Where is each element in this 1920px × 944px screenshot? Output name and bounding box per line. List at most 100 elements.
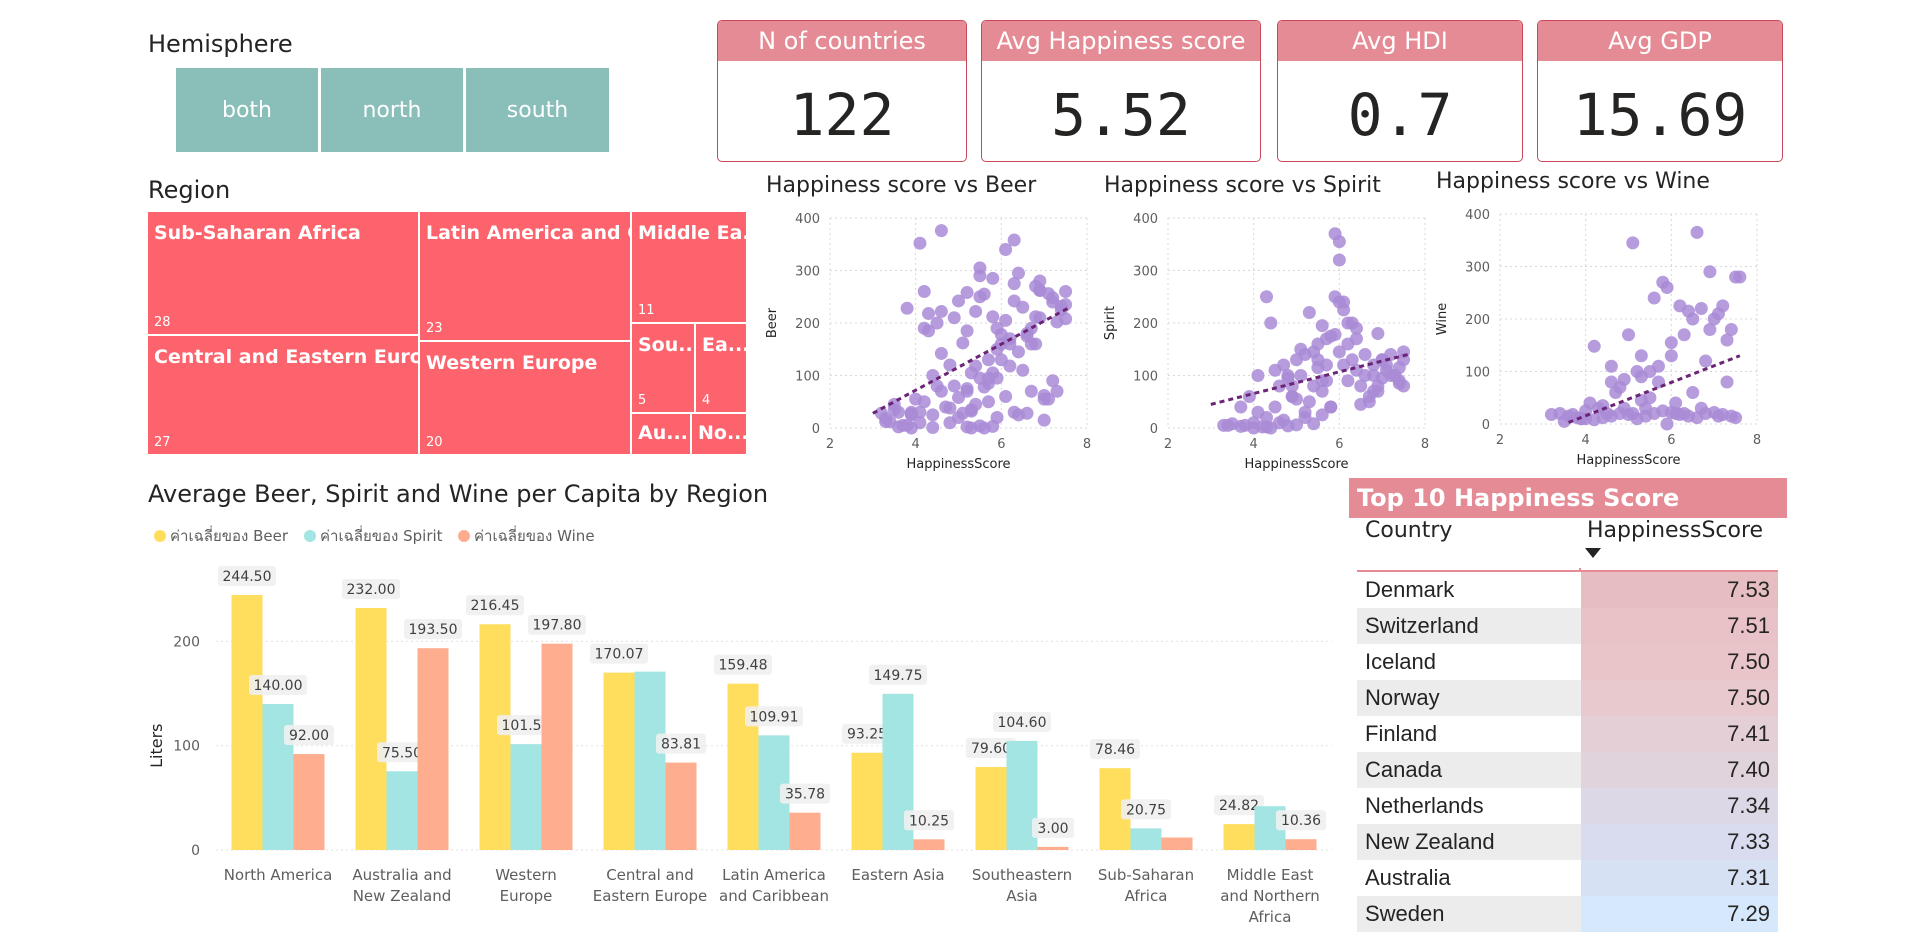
data-point xyxy=(1664,336,1678,350)
data-point xyxy=(947,379,961,393)
data-point xyxy=(1024,384,1038,398)
hemisphere-option-both[interactable]: both xyxy=(176,68,318,152)
data-point xyxy=(1290,418,1303,432)
bar xyxy=(665,762,697,850)
kpi-label: N of countries xyxy=(718,21,966,61)
bar xyxy=(417,648,449,850)
treemap-tile-sub-saharan-africa[interactable]: Sub-Saharan Africa 28 xyxy=(148,212,420,336)
table-row[interactable]: Switzerland 7.51 xyxy=(1357,608,1778,644)
data-label: 109.91 xyxy=(750,709,799,725)
tile-count: 27 xyxy=(154,435,171,450)
data-label: 104.60 xyxy=(998,715,1047,731)
data-point xyxy=(1024,337,1038,351)
data-label-bg xyxy=(745,706,803,727)
data-point xyxy=(917,321,931,335)
x-tick-label: 2 xyxy=(826,437,834,452)
data-point xyxy=(1660,281,1674,294)
table-row[interactable]: Canada 7.40 xyxy=(1357,752,1778,788)
data-label-bg xyxy=(284,725,334,746)
treemap-tile-southeastern-asia[interactable]: Sou... 5 xyxy=(632,324,696,414)
treemap-tile-central-eastern-europe[interactable]: Central and Eastern Europe 27 xyxy=(148,336,420,456)
col-header-country[interactable]: Country xyxy=(1365,518,1453,543)
data-point xyxy=(1720,375,1734,389)
chart-title: Happiness score vs Wine xyxy=(1436,169,1710,194)
data-point xyxy=(1686,386,1700,399)
data-point xyxy=(1260,290,1274,304)
data-label: 92.00 xyxy=(289,728,329,744)
cell-country: New Zealand xyxy=(1365,829,1495,854)
bar xyxy=(1130,828,1162,850)
y-tick-label: 400 xyxy=(795,212,820,227)
data-point xyxy=(887,403,901,417)
legend-label: ค่าเฉลี่ยของ Beer xyxy=(170,525,289,545)
bar xyxy=(1037,846,1069,850)
bar xyxy=(789,812,821,850)
kpi-label: Avg Happiness score xyxy=(982,21,1260,61)
data-point xyxy=(1392,361,1406,375)
table-row[interactable]: Sweden 7.29 xyxy=(1357,896,1778,932)
kpi-card-countries: N of countries 122 xyxy=(717,20,967,162)
kpi-label: Avg HDI xyxy=(1278,21,1522,61)
data-point xyxy=(1238,418,1252,432)
table-row[interactable]: New Zealand 7.33 xyxy=(1357,824,1778,860)
data-point xyxy=(1298,405,1312,419)
table-row[interactable]: Netherlands 7.34 xyxy=(1357,788,1778,824)
bar xyxy=(975,766,1007,850)
table-row[interactable]: Norway 7.50 xyxy=(1357,680,1778,716)
legend-label: ค่าเฉลี่ยของ Spirit xyxy=(320,525,443,545)
trend-line xyxy=(1210,353,1409,406)
table-row[interactable]: Finland 7.41 xyxy=(1357,716,1778,752)
region-title: Region xyxy=(148,176,231,204)
data-label: 149.75 xyxy=(874,668,923,684)
data-point xyxy=(1604,359,1618,373)
chart-title: Happiness score vs Beer xyxy=(766,173,1037,198)
data-point xyxy=(1046,295,1060,309)
trend-line xyxy=(872,305,1071,415)
data-point xyxy=(1354,379,1368,393)
data-point xyxy=(1268,400,1282,414)
legend-marker xyxy=(154,530,166,542)
data-label-bg xyxy=(842,723,892,744)
data-point xyxy=(1242,390,1256,403)
data-label: 35.78 xyxy=(785,787,825,803)
cell-country: Finland xyxy=(1365,721,1438,746)
table-row[interactable]: Iceland 7.50 xyxy=(1357,644,1778,680)
col-header-score[interactable]: HappinessScore xyxy=(1587,518,1764,543)
treemap-tile-north-america[interactable]: No... xyxy=(692,414,748,456)
table-row[interactable]: Australia 7.31 xyxy=(1357,860,1778,896)
x-category-label: North America xyxy=(224,866,333,884)
table-row[interactable]: Denmark 7.53 xyxy=(1357,572,1778,608)
cell-score: 7.41 xyxy=(1581,716,1778,752)
hemisphere-option-south[interactable]: south xyxy=(466,68,609,152)
kpi-value: 0.7 xyxy=(1347,81,1453,149)
data-point xyxy=(1050,384,1064,398)
treemap-tile-eastern-asia[interactable]: Ea... 4 xyxy=(696,324,748,414)
data-label: 20.75 xyxy=(1126,802,1166,818)
data-point xyxy=(1264,316,1278,330)
data-point xyxy=(952,294,965,308)
bar xyxy=(913,839,945,850)
treemap-tile-australia[interactable]: Au... xyxy=(632,414,692,456)
data-label-bg xyxy=(342,579,400,600)
treemap-tile-western-europe[interactable]: Western Europe 20 xyxy=(420,342,632,456)
data-point xyxy=(1307,417,1321,431)
treemap-tile-latin-america[interactable]: Latin America and C... 23 xyxy=(420,212,632,342)
data-point xyxy=(1046,374,1060,388)
data-label-bg xyxy=(869,664,927,685)
bar xyxy=(231,594,263,850)
treemap-tile-middle-east[interactable]: Middle Ea... 11 xyxy=(632,212,748,324)
data-label-bg xyxy=(1276,810,1326,831)
data-point xyxy=(1707,312,1721,326)
y-tick-label: 200 xyxy=(1465,313,1490,328)
data-label-bg xyxy=(993,711,1051,732)
data-point xyxy=(1315,408,1329,422)
hemisphere-option-north[interactable]: north xyxy=(321,68,463,152)
data-point xyxy=(952,391,965,405)
x-axis-label: HappinessScore xyxy=(1244,457,1348,472)
y-tick-label: 100 xyxy=(1133,370,1158,385)
scatter-chart-beer: Happiness score vs Beer 0 100 200 300 400 2 4 6 8… xyxy=(765,173,1091,472)
sort-desc-icon[interactable] xyxy=(1585,548,1601,558)
kpi-label: Avg GDP xyxy=(1538,21,1782,61)
data-point xyxy=(1311,361,1325,375)
y-tick-label: 100 xyxy=(173,739,200,755)
